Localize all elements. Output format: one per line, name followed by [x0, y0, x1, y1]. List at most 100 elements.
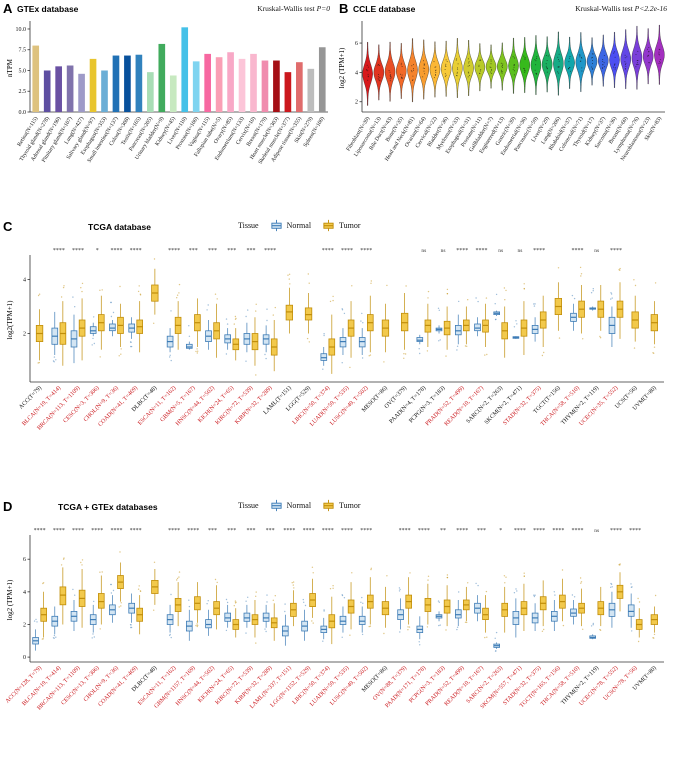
legend-title-c: Tissue — [238, 221, 259, 230]
box-group-11 — [243, 591, 259, 644]
box-group-10 — [224, 315, 240, 361]
svg-text:KIRC(N=72, T=539): KIRC(N=72, T=539) — [214, 665, 254, 707]
violin-12 — [497, 42, 508, 91]
box-group-28 — [570, 266, 585, 340]
bar-0 — [32, 45, 40, 112]
svg-text:****: **** — [552, 528, 564, 534]
violin-14 — [519, 37, 530, 93]
svg-text:2.5: 2.5 — [19, 89, 27, 95]
violin-5 — [418, 39, 429, 100]
box-group-3 — [89, 571, 105, 639]
svg-text:UCS(N=78, T=56): UCS(N=78, T=56) — [602, 665, 639, 702]
svg-text:***: *** — [227, 528, 236, 534]
svg-text:****: **** — [34, 528, 46, 534]
box-group-16 — [339, 572, 355, 638]
svg-text:2: 2 — [355, 100, 358, 106]
box-group-5 — [128, 585, 144, 635]
svg-text:KICH(N=24, T=65): KICH(N=24, T=65) — [197, 665, 236, 705]
bar-17 — [227, 52, 234, 112]
violin-26 — [654, 24, 665, 85]
box-group-30 — [608, 267, 624, 347]
bar-22 — [284, 72, 292, 112]
svg-text:log2(TPM+1): log2(TPM+1) — [6, 300, 14, 340]
tumor-boxplot-icon — [323, 499, 334, 512]
gtex-title: GTEx database — [17, 4, 79, 14]
svg-text:4: 4 — [355, 70, 358, 76]
box-group-15 — [320, 585, 336, 645]
svg-text:****: **** — [322, 528, 334, 534]
svg-text:****: **** — [53, 248, 65, 254]
tcga-gtex-title: TCGA + GTEx databases — [58, 502, 158, 512]
box-group-28 — [570, 577, 585, 630]
svg-text:ns: ns — [594, 248, 599, 254]
svg-text:10.0: 10.0 — [16, 27, 27, 33]
legend-label-normal-d: Normal — [286, 501, 312, 510]
svg-text:****: **** — [399, 528, 411, 534]
box-group-25 — [512, 283, 528, 355]
bar-2 — [55, 66, 62, 112]
svg-text:LIHC(N=50, T=374): LIHC(N=50, T=374) — [291, 385, 331, 426]
svg-text:***: *** — [246, 528, 255, 534]
svg-text:****: **** — [283, 528, 295, 534]
ccle-stat-prefix: Kruskal-Wallis test — [575, 4, 635, 13]
violin-18 — [564, 36, 575, 89]
box-group-22 — [454, 299, 470, 351]
legend-item-normal-c: Normal — [269, 219, 311, 232]
bar-20 — [261, 60, 269, 112]
svg-text:CHOL(N=9, T=36): CHOL(N=9, T=36) — [82, 385, 120, 424]
panel-letter-d: D — [3, 499, 13, 514]
bar-24 — [307, 68, 315, 112]
violin-9 — [463, 40, 474, 96]
svg-text:****: **** — [303, 528, 315, 534]
svg-text:****: **** — [168, 248, 180, 254]
box-group-4 — [109, 285, 124, 357]
box-group-17 — [358, 567, 374, 636]
svg-text:****: **** — [341, 528, 353, 534]
svg-text:***: *** — [477, 528, 486, 534]
svg-text:ns: ns — [421, 248, 426, 254]
bar-18 — [238, 58, 246, 112]
violin-24 — [631, 25, 643, 90]
svg-text:OV(N=88, T=379): OV(N=88, T=379) — [372, 665, 409, 702]
svg-text:ns: ns — [498, 248, 503, 254]
box-group-3 — [89, 289, 105, 358]
svg-text:***: *** — [246, 248, 255, 254]
box-group-23 — [474, 582, 489, 639]
svg-text:6: 6 — [355, 41, 358, 47]
svg-text:4: 4 — [23, 590, 26, 596]
svg-text:ns: ns — [594, 528, 599, 534]
svg-text:****: **** — [130, 528, 142, 534]
bar-14 — [192, 61, 200, 112]
box-group-22 — [454, 582, 470, 631]
violin-22 — [609, 32, 620, 88]
box-group-12 — [262, 594, 278, 641]
box-group-0 — [32, 582, 47, 651]
box-group-19 — [397, 572, 412, 633]
svg-text:ACC(N=128, T=79): ACC(N=128, T=79) — [4, 665, 43, 705]
normal-boxplot-icon — [271, 499, 282, 512]
svg-text:****: **** — [418, 528, 430, 534]
svg-text:PAAD(N=4, T=178): PAAD(N=4, T=178) — [388, 385, 427, 425]
box-group-20 — [416, 290, 432, 355]
panel-tcga: C TCGA database Tissue Normal Tumor 2 4 lo… — [0, 218, 673, 498]
box-group-25 — [512, 572, 528, 638]
svg-text:GBM(N=5, T=167): GBM(N=5, T=167) — [159, 385, 197, 424]
box-group-9 — [205, 578, 220, 636]
legend-tissue-c: Tissue Normal Tumor — [238, 219, 361, 232]
svg-text:****: **** — [168, 528, 180, 534]
bar-10 — [147, 72, 154, 112]
svg-text:****: **** — [91, 528, 103, 534]
box-group-32 — [650, 594, 658, 639]
box-group-31 — [627, 583, 643, 643]
svg-text:****: **** — [572, 248, 584, 254]
svg-text:****: **** — [610, 248, 622, 254]
box-group-1 — [51, 285, 67, 366]
violin-1 — [373, 44, 385, 101]
box-group-13 — [281, 581, 297, 646]
box-group-4 — [109, 551, 124, 623]
svg-text:SARC(N=2, T=263): SARC(N=2, T=263) — [465, 665, 504, 705]
box-group-18 — [381, 575, 390, 635]
svg-text:****: **** — [341, 248, 353, 254]
svg-text:****: **** — [53, 528, 65, 534]
